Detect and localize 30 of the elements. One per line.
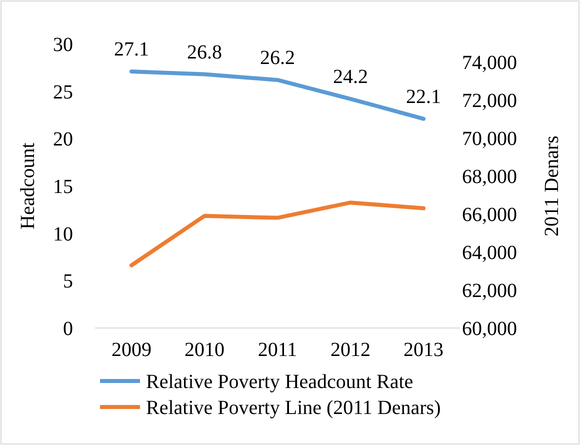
legend-label: Relative Poverty Line (2011 Denars) [146, 397, 441, 419]
y2-tick-label: 60,000 [462, 318, 517, 340]
y-tick-label: 20 [53, 128, 73, 151]
y2-tick-label: 62,000 [462, 280, 517, 302]
data-label: 24.2 [333, 66, 368, 88]
y-tick-label: 15 [53, 176, 73, 198]
x-tick-label: 2009 [112, 339, 152, 361]
y2-tick-label: 74,000 [462, 52, 517, 74]
x-tick-label: 2012 [330, 339, 370, 361]
y2-tick-label: 66,000 [462, 204, 517, 226]
y-tick-label: 0 [63, 318, 73, 340]
y-tick-label: 10 [53, 223, 73, 246]
x-tick-label: 2013 [404, 339, 444, 361]
y2-tick-label: 70,000 [462, 128, 517, 150]
data-label: 27.1 [114, 38, 149, 60]
y2-tick-label: 64,000 [462, 242, 517, 264]
y2-tick-label: 72,000 [462, 90, 517, 112]
y2-tick-label: 68,000 [462, 166, 517, 188]
x-tick-label: 2010 [184, 339, 224, 361]
y2-axis-title: 2011 Denars [541, 135, 563, 236]
y-tick-label: 30 [53, 34, 73, 56]
y-axis-title: Headcount [17, 142, 39, 230]
data-label: 26.2 [260, 46, 295, 69]
legend-label: Relative Poverty Headcount Rate [146, 371, 414, 393]
line-series [130, 200, 426, 268]
y-tick-label: 25 [53, 81, 73, 104]
data-label: 26.8 [187, 41, 222, 64]
y-tick-label: 5 [63, 270, 73, 293]
data-label: 22.1 [406, 86, 441, 108]
x-tick-label: 2011 [258, 339, 298, 361]
